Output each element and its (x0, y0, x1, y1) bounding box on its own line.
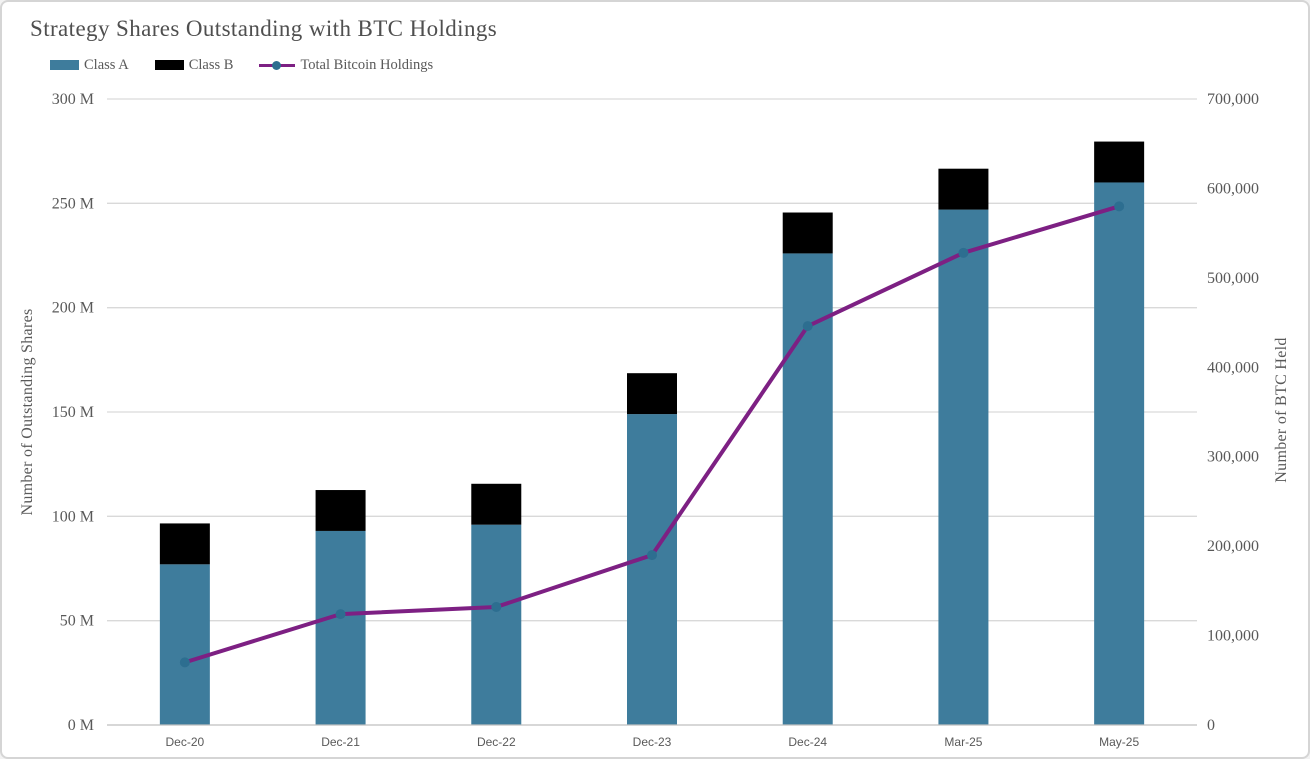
btc-holdings-marker (179, 657, 190, 668)
bar-segment-class-a (159, 564, 210, 725)
right-axis-tick-label: 0 (1207, 717, 1215, 734)
btc-holdings-marker (335, 609, 346, 620)
right-axis-tick-label: 500,000 (1207, 270, 1259, 287)
left-axis-tick-label: 0 M (68, 717, 94, 734)
class-a-swatch-icon (50, 60, 79, 70)
bar-segment-class-b (782, 212, 833, 254)
bar-segment-class-a (1094, 182, 1145, 725)
bar-segment-class-b (938, 168, 989, 210)
class-b-swatch-icon (154, 60, 184, 70)
x-tick-label: Dec-24 (788, 735, 827, 749)
left-axis-tick-label: 50 M (60, 613, 94, 630)
bar-segment-class-a (471, 524, 522, 725)
x-tick-label: May-25 (1099, 735, 1139, 749)
x-tick-label: Dec-21 (321, 735, 360, 749)
btc-holdings-marker (1114, 201, 1125, 212)
x-tick-label: Dec-22 (477, 735, 516, 749)
legend-item-btc-holdings[interactable]: Total Bitcoin Holdings (259, 57, 433, 74)
bar-segment-class-a (938, 209, 989, 726)
btc-holdings-marker (958, 247, 969, 258)
right-axis-tick-label: 400,000 (1207, 359, 1259, 376)
right-axis-tick-label: 100,000 (1207, 628, 1259, 645)
left-axis-title: Number of Outstanding Shares (19, 308, 36, 515)
bar-segment-class-a (315, 530, 366, 725)
left-axis-tick-label: 100 M (52, 508, 94, 525)
right-axis-tick-label: 300,000 (1207, 449, 1259, 466)
left-axis-tick-label: 300 M (52, 91, 94, 108)
right-axis-tick-label: 600,000 (1207, 180, 1259, 197)
right-axis-title: Number of BTC Held (1273, 337, 1290, 482)
left-axis-tick-label: 150 M (52, 404, 94, 421)
legend-item-class-a[interactable]: Class A (50, 57, 129, 74)
bar-segment-class-b (471, 483, 522, 525)
right-axis-tick-label: 700,000 (1207, 91, 1259, 108)
x-tick-label: Dec-20 (166, 735, 205, 749)
chart-title: Strategy Shares Outstanding with BTC Hol… (30, 16, 498, 41)
x-tick-label: Mar-25 (944, 735, 982, 749)
legend: Class A Class B Total Bitcoin Holdings (50, 56, 433, 74)
legend-item-class-b[interactable]: Class B (154, 56, 234, 74)
x-tick-label: Dec-23 (633, 735, 672, 749)
btc-line-swatch-icon (259, 60, 296, 70)
left-axis-tick-label: 200 M (52, 300, 94, 317)
legend-label-btc-holdings: Total Bitcoin Holdings (300, 56, 434, 73)
bar-segment-class-b (159, 523, 210, 565)
btc-holdings-marker (802, 321, 813, 332)
bar-segment-class-b (315, 490, 366, 531)
legend-label-class-b: Class B (188, 56, 234, 73)
bar-segment-class-b (627, 373, 677, 415)
right-axis-tick-label: 200,000 (1207, 538, 1259, 555)
legend-label-class-a: Class A (84, 56, 129, 73)
btc-holdings-marker (647, 550, 657, 561)
bar-segment-class-a (782, 253, 833, 725)
btc-holdings-marker (491, 601, 502, 612)
left-axis-tick-label: 250 M (52, 195, 94, 212)
bar-segment-class-b (1094, 141, 1145, 183)
bar-segment-class-a (627, 414, 677, 725)
